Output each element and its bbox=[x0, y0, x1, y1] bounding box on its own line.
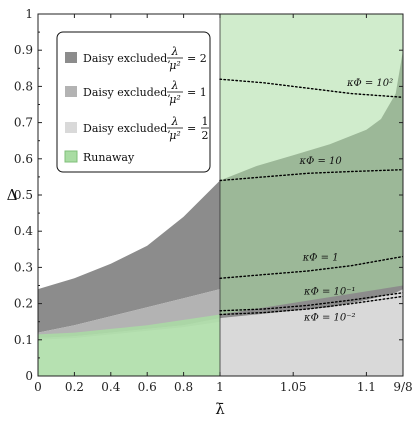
x-tick-label: 0.8 bbox=[174, 380, 193, 394]
y-tick-label: 0.5 bbox=[14, 188, 33, 202]
band-left-dark bbox=[38, 180, 220, 333]
x-tick-label: 0.2 bbox=[65, 380, 84, 394]
kappa-curve bbox=[219, 169, 403, 182]
y-tick-label: 0.3 bbox=[14, 260, 33, 274]
legend-label: Daisy excluded, bbox=[83, 86, 171, 99]
legend-box bbox=[56, 31, 211, 173]
legend-frac-num: λ bbox=[171, 45, 179, 58]
legend-frac-num: λ bbox=[171, 115, 179, 128]
kappa-curve bbox=[219, 295, 403, 316]
chart-curves bbox=[219, 78, 403, 316]
kappa-curve bbox=[219, 78, 403, 98]
legend-eq-den: 2 bbox=[202, 129, 209, 142]
legend-swatch-light bbox=[65, 122, 77, 133]
x-tick-label: 1 bbox=[216, 380, 224, 394]
kappa-label: κΦ = 10² bbox=[346, 78, 393, 89]
x-tick-label: 0.4 bbox=[101, 380, 120, 394]
kappa-curve bbox=[219, 292, 403, 312]
y-axis-label: Δ bbox=[7, 186, 18, 204]
y-tick-label: 0.7 bbox=[14, 116, 33, 130]
y-tick-label: 0.1 bbox=[14, 333, 33, 347]
chart-regions bbox=[38, 14, 403, 376]
kappa-label: κΦ = 1 bbox=[302, 252, 339, 263]
x-axis-label: λ̄ bbox=[215, 400, 225, 418]
band-left-runaway bbox=[38, 314, 220, 376]
y-tick-label: 0.6 bbox=[14, 152, 33, 166]
legend-eq-num: 1 bbox=[202, 115, 209, 128]
x-tick-label: 0 bbox=[34, 380, 42, 394]
y-tick-label: 0.9 bbox=[14, 43, 33, 57]
x-tick-label: 9/8 bbox=[393, 380, 412, 394]
y-tick-label: 1 bbox=[25, 7, 33, 21]
kappa-label: κΦ = 10⁻² bbox=[303, 312, 356, 323]
region-right-runaway bbox=[220, 14, 403, 315]
legend-label: Daisy excluded, bbox=[83, 52, 171, 65]
x-tick-label: 1.05 bbox=[280, 380, 307, 394]
legend-swatch-dark bbox=[65, 52, 77, 63]
y-tick-label: 0.2 bbox=[14, 297, 33, 311]
legend-eq: = 2 bbox=[187, 52, 207, 65]
legend-swatch-mid bbox=[65, 86, 77, 97]
legend-label: Runaway bbox=[83, 151, 135, 164]
kappa-label: κΦ = 10⁻¹ bbox=[303, 287, 356, 298]
y-tick-label: 0.4 bbox=[14, 224, 33, 238]
kappa-curve bbox=[219, 255, 403, 279]
legend-label: Daisy excluded, bbox=[83, 122, 171, 135]
legend-eq: = bbox=[187, 122, 196, 135]
legend-swatch-runaway bbox=[64, 150, 78, 163]
legend-frac-num: λ bbox=[171, 79, 179, 92]
legend-frac-den: μ² bbox=[169, 129, 181, 142]
region-right-light bbox=[220, 289, 403, 376]
chart-axes: 0 0.1 0.2 0.3 0.4 0.5 0.6 0.7 0.8 0.9 1 0 0.2 0.4 0.6 0… bbox=[7, 7, 413, 418]
legend-eq: = 1 bbox=[187, 86, 207, 99]
legend-frac-den: μ² bbox=[169, 59, 181, 72]
legend-frac-den: μ² bbox=[169, 93, 181, 106]
y-tick-label: 0 bbox=[25, 369, 33, 383]
kappa-label: κΦ = 10 bbox=[299, 156, 343, 167]
x-tick-label: 0.6 bbox=[138, 380, 157, 394]
y-tick-label: 0.8 bbox=[14, 79, 33, 93]
x-tick-label: 1.1 bbox=[357, 380, 376, 394]
